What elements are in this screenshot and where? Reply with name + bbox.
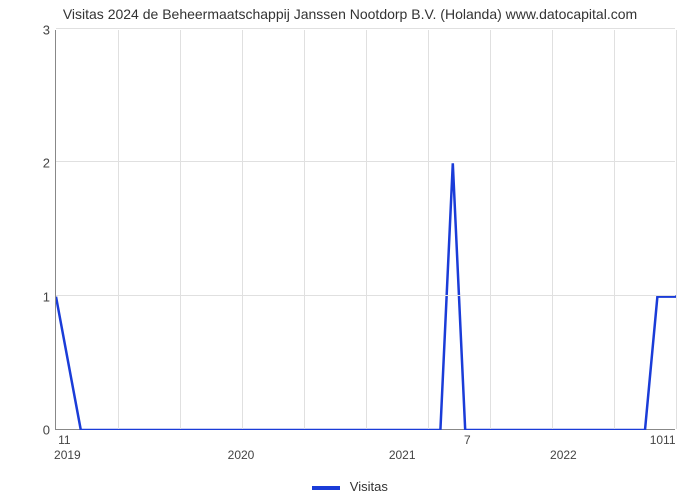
legend-label: Visitas [350,479,388,494]
v-gridline [180,30,181,429]
chart-container: Visitas 2024 de Beheermaatschappij Janss… [0,0,700,500]
x-annotation: 11 [58,433,70,447]
legend-swatch [312,486,340,490]
x-tick-label: 2022 [550,448,577,462]
chart-title: Visitas 2024 de Beheermaatschappij Janss… [0,6,700,22]
v-gridline [428,30,429,429]
v-gridline [242,30,243,429]
v-gridline [304,30,305,429]
x-tick-label: 2020 [228,448,255,462]
v-gridline [118,30,119,429]
y-tick-label: 3 [10,23,50,38]
v-gridline [366,30,367,429]
y-tick-label: 2 [10,156,50,171]
v-gridline [614,30,615,429]
legend: Visitas [0,479,700,494]
x-tick-label: 2021 [389,448,416,462]
y-tick-label: 1 [10,289,50,304]
plot-area [55,30,675,430]
x-annotation: 1011 [650,433,676,447]
x-tick-label: 2019 [54,448,81,462]
y-tick-label: 0 [10,423,50,438]
v-gridline [676,30,677,429]
v-gridline [552,30,553,429]
h-gridline [56,28,675,29]
x-annotation: 7 [464,433,471,447]
v-gridline [490,30,491,429]
